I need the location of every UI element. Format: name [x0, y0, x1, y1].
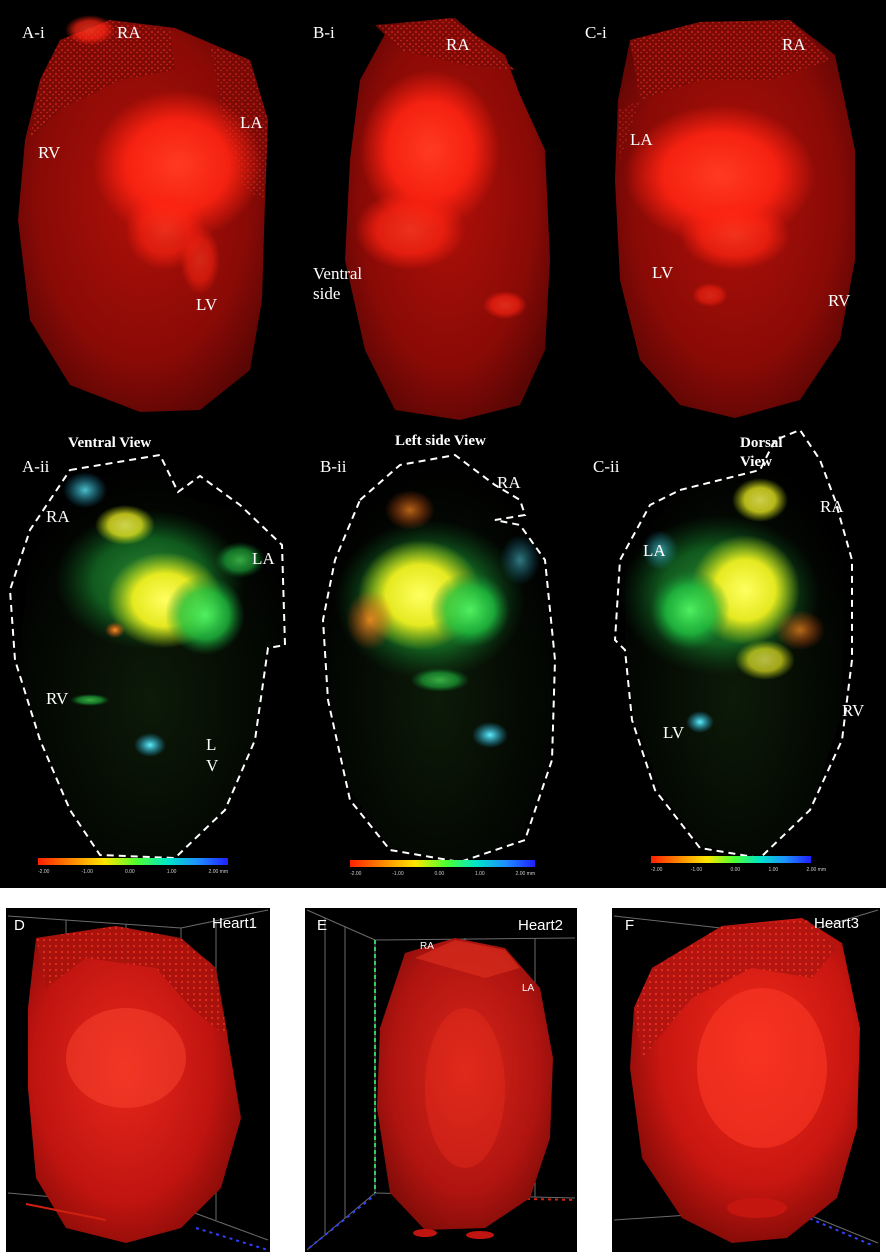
label-a-i-lv: LV [196, 295, 218, 314]
colorbar-tick: 2.00 mm [208, 869, 228, 875]
label-b-i-ra: RA [446, 35, 470, 54]
panel-f-heart3: F Heart3 [612, 908, 880, 1252]
heart-image-f [613, 909, 879, 1247]
label-c-i-rv: RV [828, 291, 851, 310]
heart-outline-b-ii [321, 453, 557, 864]
label-c-ii-la: LA [643, 541, 666, 560]
label-c-ii-lv: LV [663, 723, 685, 742]
heart-image-c-ii [613, 428, 853, 860]
colorbar-tick: -1.00 [392, 871, 404, 877]
label-a-ii-lv-line2: V [206, 756, 219, 775]
panel-d-heart1: D Heart1 [6, 908, 270, 1252]
heart-name-d: Heart1 [212, 915, 258, 932]
label-a-i-rv: RV [38, 143, 61, 162]
label-a-ii-rv: RV [46, 689, 69, 708]
colorbar-a [38, 858, 228, 865]
title-dorsal-view-line2: View [740, 454, 772, 470]
label-a-i-ra: RA [117, 23, 141, 42]
label-c-ii-ra: RA [820, 497, 844, 516]
colorbar-tick: 0.00 [434, 871, 445, 877]
label-c-i-la: LA [630, 130, 653, 149]
title-left-side-view: Left side View [395, 433, 486, 449]
heart-image-a-i [18, 15, 268, 412]
colorbar-ticks-b: -2.00 -1.00 0.00 1.00 2.00 mm [350, 871, 535, 877]
colorbar-tick: 1.00 [166, 869, 177, 875]
label-a-ii-ra: RA [46, 507, 70, 526]
panel-label-e: E [317, 917, 328, 934]
panel-label-f: F [625, 917, 635, 934]
heart-image-b-i [345, 18, 550, 420]
colorbar-tick: -2.00 [651, 867, 663, 873]
colorbar-tick: -2.00 [38, 869, 50, 875]
heart-outline-c-ii [613, 428, 853, 860]
panel-label-c-i: C-i [585, 23, 607, 42]
panel-label-a-ii: A-ii [22, 457, 50, 476]
colorbar-tick: 1.00 [474, 871, 485, 877]
label-c-ii-rv: RV [842, 701, 865, 720]
panel-label-b-ii: B-ii [320, 457, 347, 476]
panel-label-c-ii: C-ii [593, 457, 620, 476]
colorbar-tick: 2.00 mm [515, 871, 535, 877]
colorbar-c [651, 856, 811, 863]
title-ventral-view: Ventral View [68, 435, 152, 451]
panel-label-a-i: A-i [22, 23, 45, 42]
colorbar-ticks-a: -2.00 -1.00 0.00 1.00 2.00 mm [38, 869, 228, 875]
colorbar-tick: 0.00 [730, 867, 741, 873]
heart-image-e [306, 909, 576, 1251]
heart-name-f: Heart3 [814, 915, 860, 932]
label-b-i-side-line2: side [313, 284, 341, 303]
panel-e-heart2: E Heart2 RA LA [305, 908, 577, 1252]
label-c-i-ra: RA [782, 35, 806, 54]
heart-image-a-ii [8, 453, 287, 860]
panel-label-b-i: B-i [313, 23, 335, 42]
heart-image-b-ii [321, 453, 557, 864]
title-dorsal-view-line1: Dorsal [740, 435, 783, 451]
colorbar-b [350, 860, 535, 867]
label-c-i-lv: LV [652, 263, 674, 282]
colorbar-tick: 1.00 [768, 867, 779, 873]
colorbar-tick: -2.00 [350, 871, 362, 877]
panel-label-d: D [14, 917, 25, 934]
top-figure-graphics [8, 15, 855, 864]
label-e-la: LA [522, 983, 535, 994]
colorbar-tick: 0.00 [124, 869, 135, 875]
label-a-i-la: LA [240, 113, 263, 132]
label-b-i-side-line1: Ventral [313, 264, 363, 283]
colorbar-tick: 2.00 mm [806, 867, 826, 873]
heart-image-d [7, 909, 269, 1251]
top-figure: A-i RA LA RV LV B-i RA Ventral side C-i … [0, 0, 886, 888]
heart-image-c-i [615, 20, 855, 418]
label-a-ii-lv-line1: L [206, 735, 217, 754]
heart-name-e: Heart2 [518, 917, 564, 934]
label-e-ra: RA [420, 941, 434, 952]
label-b-ii-ra: RA [497, 473, 521, 492]
colorbar-tick: -1.00 [81, 869, 93, 875]
colorbar-ticks-c: -2.00 -1.00 0.00 1.00 2.00 mm [651, 867, 826, 873]
colorbar-tick: -1.00 [690, 867, 703, 873]
label-a-ii-la: LA [252, 549, 275, 568]
